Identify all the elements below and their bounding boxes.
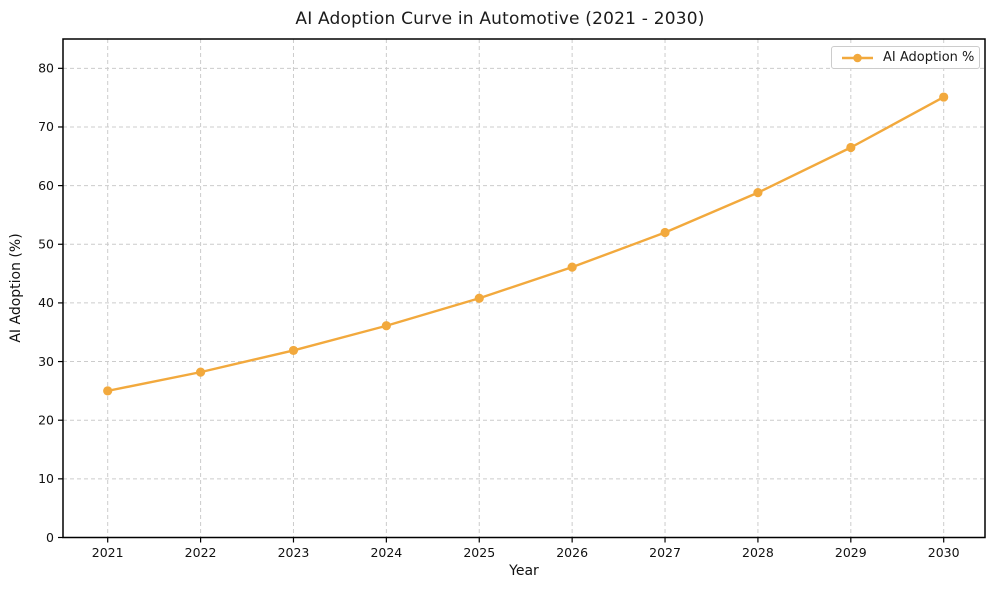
tick-label: 30 — [38, 354, 54, 369]
tick-label: 2021 — [92, 545, 124, 560]
axis-ticks — [58, 67, 945, 543]
data-point — [939, 92, 949, 102]
data-point — [288, 345, 299, 356]
series-markers — [103, 92, 949, 396]
tick-label: 2027 — [649, 545, 681, 560]
tick-label: 20 — [38, 412, 54, 427]
tick-label: 2028 — [742, 545, 774, 560]
tick-label: 0 — [46, 530, 54, 545]
data-point — [846, 142, 856, 153]
x-axis-label: Year — [509, 563, 539, 579]
data-point — [567, 262, 577, 272]
tick-label: 70 — [38, 119, 54, 134]
tick-label: 2024 — [370, 545, 402, 560]
data-point — [660, 227, 670, 238]
tick-label: 2029 — [835, 545, 867, 560]
legend: AI Adoption % — [831, 46, 980, 69]
x-tick-labels: 2021 2022 2023 2024 2025 2026 2027 2028 2029 2030 — [92, 545, 960, 560]
tick-label: 2030 — [928, 545, 960, 560]
tick-label: 2022 — [185, 545, 217, 560]
tick-label: 2026 — [556, 545, 588, 560]
legend-line-sample — [842, 53, 873, 62]
tick-label: 60 — [38, 178, 54, 193]
y-axis-label: AI Adoption (%) — [8, 233, 24, 343]
y-tick-labels: 0 10 20 30 40 50 60 70 80 — [38, 61, 54, 545]
tick-label: 2023 — [278, 545, 310, 560]
axes-spines — [62, 38, 986, 539]
tick-label: 80 — [38, 61, 54, 76]
chart-title: AI Adoption Curve in Automotive (2021 - … — [295, 9, 705, 29]
tick-label: 50 — [38, 237, 54, 252]
data-point — [474, 293, 484, 303]
tick-label: 2025 — [463, 545, 495, 560]
data-point — [103, 386, 113, 396]
data-point — [753, 188, 763, 198]
gridlines — [63, 39, 985, 538]
legend-label: AI Adoption % — [883, 50, 975, 65]
series-line — [106, 95, 945, 393]
data-point — [381, 321, 391, 331]
tick-label: 40 — [38, 295, 54, 310]
data-point — [195, 367, 206, 377]
tick-label: 10 — [38, 471, 54, 486]
